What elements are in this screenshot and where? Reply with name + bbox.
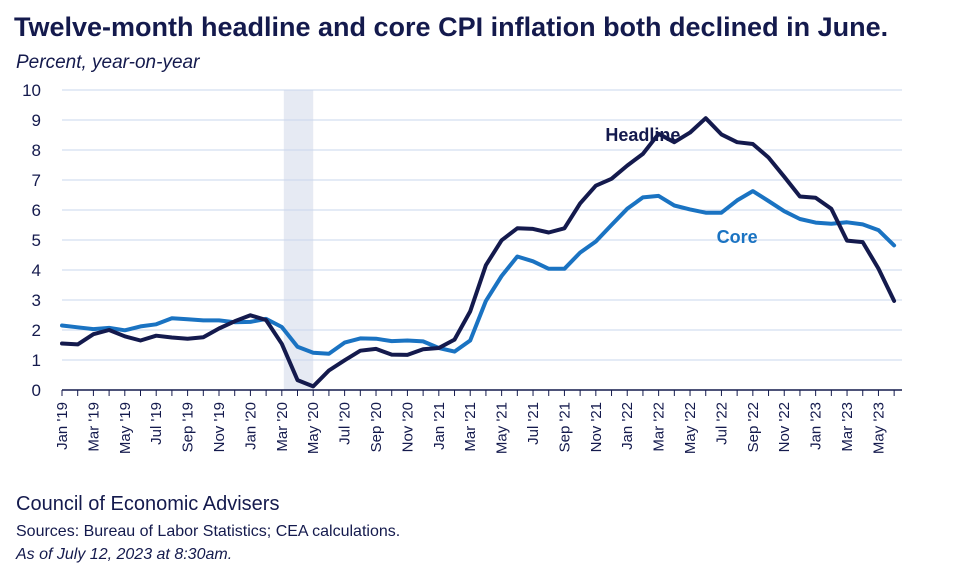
x-tick-label: Jan '19 [54, 402, 71, 450]
x-tick-label: May '19 [117, 402, 134, 454]
y-tick-label: 10 [22, 81, 41, 100]
x-tick-label: Nov '20 [399, 402, 416, 452]
x-tick-label: Sep '22 [745, 402, 762, 452]
x-tick-label: Mar '22 [651, 402, 668, 452]
footer-sources: Sources: Bureau of Labor Statistics; CEA… [16, 523, 401, 540]
x-tick-label: Jul '21 [525, 402, 542, 445]
x-tick-label: Mar '20 [274, 402, 291, 452]
x-tick-label: Nov '22 [776, 402, 793, 452]
x-tick-label: Jan '23 [808, 402, 825, 450]
x-tick-label: Jan '20 [242, 402, 259, 450]
y-tick-label: 8 [32, 141, 41, 160]
x-tick-label: Jul '20 [337, 402, 354, 445]
x-tick-label: Nov '19 [211, 402, 228, 452]
y-tick-label: 3 [32, 291, 41, 310]
y-tick-label: 4 [32, 261, 41, 280]
x-tick-label: Nov '21 [588, 402, 605, 452]
x-tick-label: May '23 [870, 402, 887, 454]
y-tick-label: 6 [32, 201, 41, 220]
chart-subtitle: Percent, year-on-year [16, 52, 200, 73]
core-series-line [60, 189, 897, 356]
x-tick-label: Sep '20 [368, 402, 385, 452]
footer-as-of-date: As of July 12, 2023 at 8:30am. [16, 546, 233, 563]
y-tick-label: 1 [32, 351, 41, 370]
x-tick-label: Jan '22 [619, 402, 636, 450]
x-tick-label: Jul '19 [148, 402, 165, 445]
y-tick-label: 0 [32, 381, 41, 400]
y-tick-label: 2 [32, 321, 41, 340]
y-tick-label: 5 [32, 231, 41, 250]
x-tick-label: Mar '21 [462, 402, 479, 452]
y-tick-label: 7 [32, 171, 41, 190]
x-tick-label: May '20 [305, 402, 322, 454]
chart-title: Twelve-month headline and core CPI infla… [14, 12, 889, 42]
x-tick-label: Sep '19 [180, 402, 197, 452]
x-tick-label: Mar '23 [839, 402, 856, 452]
x-tick-label: May '21 [494, 402, 511, 454]
x-tick-label: Jul '22 [713, 402, 730, 445]
x-tick-label: Mar '19 [85, 402, 102, 452]
x-tick-label: May '22 [682, 402, 699, 454]
x-tick-label: Sep '21 [556, 402, 573, 452]
headline-series-line [60, 116, 897, 389]
chart-plot: 0 1 2 3 4 5 6 7 8 9 10 Jan '19 Mar '19 May '19 Jul '19… [22, 81, 902, 454]
core-series-label: Core [717, 227, 758, 247]
headline-series-label: Headline [605, 125, 680, 145]
x-tick-label: Jan '21 [431, 402, 448, 450]
footer-organization: Council of Economic Advisers [16, 493, 280, 515]
y-tick-label: 9 [32, 111, 41, 130]
